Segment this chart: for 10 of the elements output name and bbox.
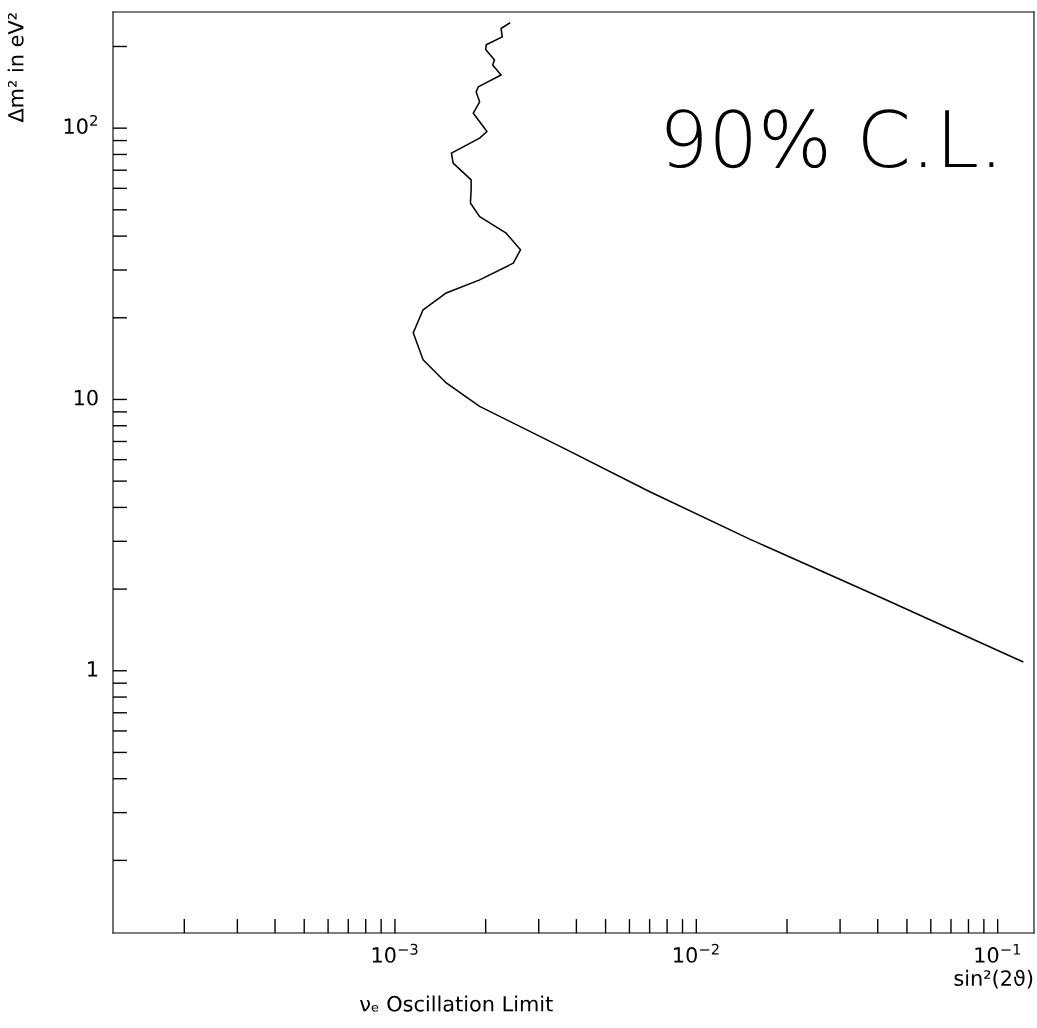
y-tick-label: 10 xyxy=(74,389,98,406)
y-tick-label: 10$^{2}$ xyxy=(64,114,97,135)
x-axis-title: sin²(2ϑ) xyxy=(954,969,1033,989)
y-axis-title: Δm² in eV² xyxy=(7,13,24,123)
y-tick-label: 1 xyxy=(88,661,98,677)
x-tick-label: 10$^{−2}$ xyxy=(674,943,719,963)
x-tick-label: 10$^{−3}$ xyxy=(372,943,418,963)
annotation: 90% C.L. xyxy=(666,109,994,169)
x-tick-label: 10$^{−1}$ xyxy=(975,943,1021,963)
text: νₑ Oscillation Limit xyxy=(360,995,553,1012)
